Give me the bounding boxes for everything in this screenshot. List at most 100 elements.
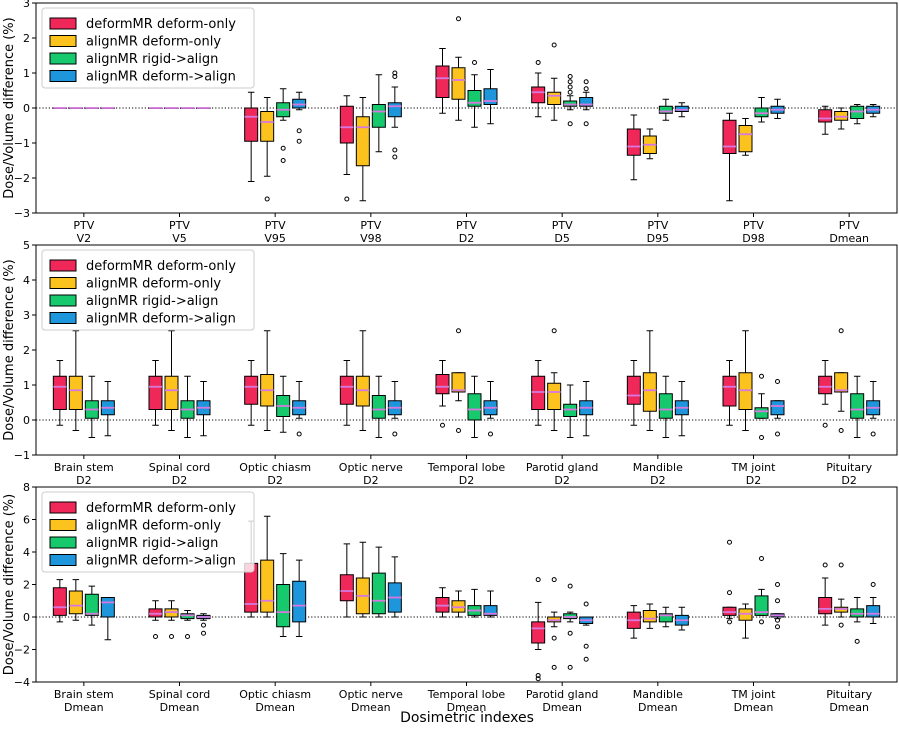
outlier-point	[775, 582, 780, 587]
box-1-1	[164, 600, 179, 639]
box	[483, 88, 498, 105]
outlier-point	[551, 664, 557, 670]
box-2-6	[658, 375, 673, 438]
outlier-point	[551, 42, 557, 48]
box-2-3	[371, 375, 386, 438]
legend-swatch	[49, 501, 77, 514]
outlier-point	[567, 74, 573, 79]
legend-swatch	[49, 259, 77, 272]
box-0-2	[244, 360, 259, 426]
box-0-7	[722, 360, 737, 426]
outlier-point	[456, 16, 461, 22]
outlier-point	[775, 431, 780, 437]
x-tick-label: Mandible	[633, 688, 683, 701]
box-2-4	[467, 588, 482, 618]
y-tick-label: −1	[14, 449, 30, 462]
box-2-5	[563, 583, 578, 670]
y-tick-label: 3	[23, 0, 30, 10]
box	[642, 372, 657, 412]
x-tick-label-sub: D5	[554, 232, 569, 245]
legend-entry: deformMR deform-only	[86, 17, 236, 32]
x-tick-label: PTV	[265, 219, 286, 232]
box-2-5	[563, 74, 578, 127]
box-1-2	[260, 515, 275, 618]
legend-swatch	[49, 294, 77, 307]
x-tick-label-sub: Dmean	[160, 701, 200, 714]
box-1-3	[355, 541, 370, 618]
box	[339, 574, 354, 602]
box-0-8	[818, 562, 833, 626]
box	[355, 116, 370, 167]
y-tick-label: 0	[23, 102, 30, 115]
legend-entry: deformMR deform-only	[86, 259, 236, 274]
box	[738, 125, 753, 153]
x-tick-label: TM joint	[731, 461, 777, 474]
y-tick-label: 0	[23, 611, 30, 624]
x-tick-label: Optic nerve	[339, 688, 403, 701]
legend: deformMR deform-only alignMR deform-only a…	[41, 249, 255, 331]
box-1-7	[738, 603, 753, 639]
box-2-7	[754, 556, 769, 625]
x-axis-label: Dosimetric indexes	[400, 710, 534, 726]
outlier-point	[296, 431, 302, 437]
legend-swatch	[49, 536, 77, 549]
box	[722, 119, 737, 154]
outlier-point	[727, 539, 732, 545]
outlier-point	[456, 428, 461, 433]
x-tick-label: PTV	[73, 219, 94, 232]
outlier-point	[822, 422, 828, 428]
legend-entry: alignMR rigid->align	[86, 294, 218, 309]
x-tick-label: PTV	[552, 219, 573, 232]
outlier-point	[567, 79, 573, 85]
box	[818, 375, 833, 395]
legend-swatch	[49, 277, 77, 289]
box-3-6	[674, 606, 689, 631]
box-2-7	[754, 97, 769, 123]
y-tick-label: −2	[14, 172, 30, 185]
legend-entry: alignMR deform-only	[86, 519, 221, 534]
outlier-point	[583, 86, 589, 92]
box-0-6	[626, 360, 641, 426]
legend-entry: alignMR deform->align	[86, 312, 236, 327]
x-tick-label-sub: Dmean	[542, 701, 582, 714]
box-1-2	[260, 330, 275, 431]
box-1-8	[834, 107, 849, 130]
box-3-1	[196, 381, 211, 437]
box	[435, 65, 450, 98]
box	[722, 375, 737, 407]
box-3-5	[579, 79, 594, 127]
box-1-0	[68, 107, 83, 109]
outlier-point	[727, 619, 732, 625]
y-tick-label: 6	[23, 514, 30, 527]
box-2-1	[180, 610, 195, 639]
box-1-4	[451, 16, 466, 121]
box-0-5	[531, 360, 546, 426]
outlier-point	[567, 89, 573, 95]
box	[260, 111, 275, 142]
y-axis-label: Dose/Volume difference (%)	[2, 259, 17, 441]
box	[68, 590, 83, 615]
box	[818, 109, 833, 123]
box-2-7	[754, 373, 769, 440]
box	[52, 375, 67, 410]
box	[626, 128, 641, 156]
x-tick-label: Parotid gland	[526, 688, 598, 701]
y-tick-label: −3	[14, 207, 30, 220]
outlier-point	[775, 598, 780, 604]
box	[339, 105, 354, 144]
outlier-point	[201, 630, 206, 636]
y-tick-label: 2	[23, 344, 30, 357]
x-tick-label-sub: V98	[360, 232, 382, 245]
box-3-8	[866, 104, 881, 118]
box-3-3	[387, 381, 402, 437]
box-1-1	[164, 107, 179, 109]
x-tick-label: Mandible	[633, 461, 683, 474]
x-tick-label: Optic nerve	[339, 461, 403, 474]
box-2-0	[84, 107, 99, 109]
box	[84, 593, 99, 616]
box-1-4	[451, 328, 466, 433]
box-0-1	[148, 107, 163, 109]
x-tick-label: Spinal cord	[149, 461, 210, 474]
x-tick-label-sub: Dmean	[638, 701, 678, 714]
box-3-3	[387, 70, 402, 160]
